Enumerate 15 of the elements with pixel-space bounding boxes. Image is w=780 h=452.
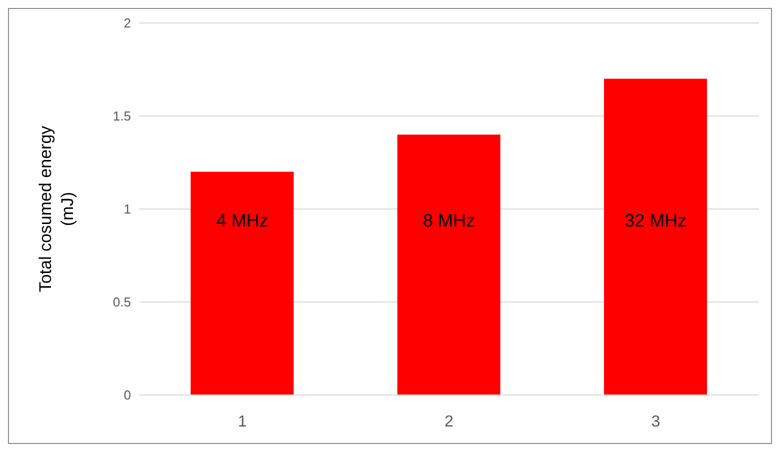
x-tick-label: 3 (651, 413, 660, 430)
y-tick-label: 1.5 (112, 108, 131, 124)
x-tick-label: 1 (238, 413, 247, 430)
y-tick-label: 2 (124, 16, 131, 31)
bar (397, 134, 500, 395)
y-tick-label: 0.5 (112, 294, 131, 310)
x-tick-label: 2 (444, 413, 454, 430)
annotation: 32 MHz (624, 210, 687, 231)
y-tick-label: 1 (124, 202, 131, 217)
annotation: 8 MHz (422, 210, 476, 231)
y-tick-label: 0 (124, 388, 131, 403)
annotation: 4 MHz (216, 210, 268, 231)
bar (190, 172, 294, 395)
bar (604, 78, 707, 395)
y-axis-title: Total cosumed energy (mJ) (35, 124, 78, 294)
